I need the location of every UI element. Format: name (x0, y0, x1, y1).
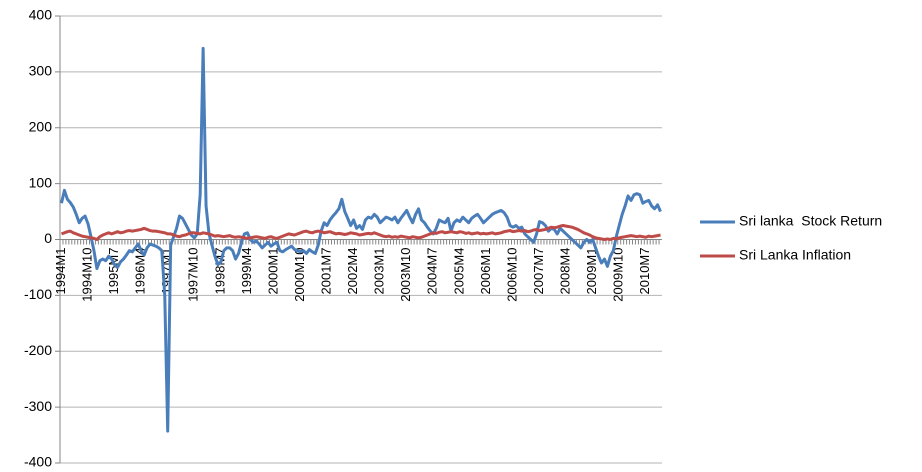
x-tick-label: 1996M4 (133, 248, 148, 295)
x-tick-label: 2008M4 (558, 248, 573, 295)
series-line (60, 224, 661, 241)
x-tick-label: 2006M1 (478, 247, 493, 294)
y-tick-label: -100 (24, 286, 52, 302)
x-tick-label: 2003M10 (398, 248, 413, 302)
y-tick-label: -200 (24, 342, 52, 358)
x-tick-label: 2006M10 (504, 248, 519, 302)
y-tick-label: 100 (29, 174, 53, 190)
x-tick-label: 2003M1 (372, 248, 387, 295)
y-tick-label: -400 (24, 454, 52, 470)
legend-label: Sri lanka Stock Return (739, 213, 882, 229)
x-tick-label: 2005M4 (451, 248, 466, 295)
y-tick-label: 400 (29, 7, 53, 23)
series-line (60, 46, 662, 433)
x-tick-label: 1999M4 (239, 248, 254, 295)
y-tick-label: -300 (24, 398, 52, 414)
x-tick-label: 2009M10 (611, 248, 626, 302)
x-tick-label: 2001M7 (319, 248, 334, 295)
x-tick-label: 2004M7 (425, 248, 440, 295)
x-tick-label: 2000M1 (265, 248, 280, 295)
x-tick-label: 2002M4 (345, 248, 360, 295)
x-tick-label: 2009M1 (584, 248, 599, 295)
y-tick-label: 300 (29, 63, 53, 79)
y-tick-label: 0 (44, 230, 52, 246)
x-tick-label: 1994M1 (53, 248, 68, 295)
x-tick-label: 2000M10 (292, 248, 307, 302)
x-tick-label: 1994M10 (79, 248, 94, 302)
x-tick-label: 1995M7 (106, 248, 121, 295)
x-tick-label: 1997M10 (186, 248, 201, 302)
y-tick-label: 200 (29, 118, 53, 134)
legend-label: Sri Lanka Inflation (739, 247, 851, 263)
x-tick-label: 2007M7 (531, 248, 546, 295)
x-tick-label: 2010M7 (637, 248, 652, 295)
